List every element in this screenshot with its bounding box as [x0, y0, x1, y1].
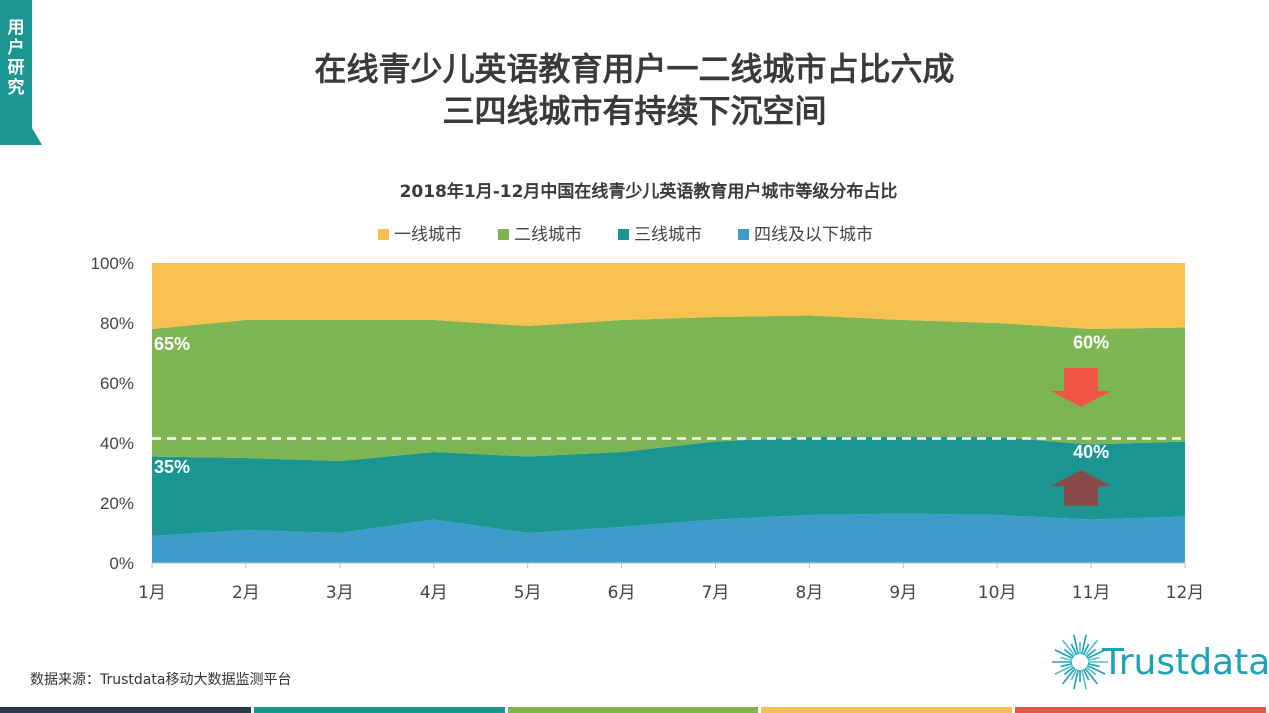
- sunburst-ray: [1082, 643, 1090, 656]
- sunburst-ray: [1072, 634, 1079, 655]
- x-tick-label: 9月: [889, 583, 917, 603]
- bottom-color-bar: [0, 707, 1269, 713]
- legend-swatch: [738, 229, 749, 240]
- bottom-bar-segment: [1015, 707, 1266, 713]
- sunburst-ray: [1085, 648, 1097, 658]
- arrow-down-icon: [1051, 368, 1112, 407]
- sunburst-ray: [1063, 666, 1075, 676]
- bottom-bar-segment: [0, 707, 251, 713]
- sunburst-ray: [1085, 666, 1097, 676]
- legend-label: 四线及以下城市: [754, 225, 873, 245]
- side-tab-label: 用户研究: [7, 18, 25, 98]
- source-note: 数据来源：Trustdata移动大数据监测平台: [30, 672, 292, 688]
- x-tick-label: 3月: [326, 583, 354, 603]
- y-tick-label: 60%: [100, 374, 134, 393]
- page-title-line-1: 在线青少儿英语教育用户一二线城市占比六成: [314, 50, 955, 88]
- x-tick-label: 8月: [795, 583, 823, 603]
- y-tick-label: 0%: [109, 554, 134, 573]
- trustdata-logo: Trustdata: [1050, 628, 1269, 698]
- sunburst-ray: [1070, 668, 1078, 681]
- x-tick-label: 2月: [232, 583, 260, 603]
- sunburst-ray: [1060, 656, 1073, 661]
- bottom-bar-segment: [761, 707, 1013, 713]
- legend-label: 三线城市: [634, 225, 702, 245]
- annotation-label: 35%: [154, 457, 190, 477]
- sunburst-ray: [1072, 669, 1079, 690]
- sunburst-ray: [1086, 664, 1106, 675]
- sunburst-ray: [1063, 648, 1075, 658]
- page-title-line-2: 三四线城市有持续下沉空间: [442, 92, 827, 130]
- x-tick-label: 7月: [702, 583, 730, 603]
- area-series: [152, 513, 1185, 563]
- y-tick-label: 40%: [100, 434, 134, 453]
- annotation-label: 40%: [1073, 442, 1109, 462]
- legend-swatch: [618, 229, 629, 240]
- y-tick-label: 80%: [100, 314, 134, 333]
- page-title: 在线青少儿英语教育用户一二线城市占比六成 三四线城市有持续下沉空间: [0, 48, 1269, 132]
- sunburst-ray: [1061, 667, 1076, 685]
- y-tick-label: 100%: [91, 254, 134, 273]
- x-tick-label: 10月: [978, 583, 1017, 603]
- x-tick-label: 5月: [514, 583, 542, 603]
- y-tick-label: 20%: [100, 494, 134, 513]
- chart-title: 2018年1月-12月中国在线青少儿英语教育用户城市等级分布占比: [400, 181, 898, 202]
- sunburst-ray: [1054, 664, 1074, 675]
- sunburst-ray: [1087, 663, 1100, 668]
- annotation-label: 60%: [1073, 333, 1109, 353]
- legend-swatch: [378, 229, 389, 240]
- sunburst-ray: [1070, 643, 1078, 656]
- x-tick-label: 1月: [138, 583, 166, 603]
- x-tick-label: 11月: [1072, 583, 1111, 603]
- sunburst-ray: [1081, 669, 1088, 690]
- arrow-up-icon: [1051, 470, 1112, 506]
- x-tick-label: 12月: [1166, 583, 1205, 603]
- side-tab: 用户研究: [0, 0, 42, 145]
- x-tick-label: 4月: [420, 583, 448, 603]
- legend-label: 一线城市: [394, 225, 462, 245]
- sunburst-ray: [1081, 634, 1088, 655]
- logo-text: Trustdata: [1102, 642, 1269, 683]
- sunburst-ray: [1054, 649, 1074, 660]
- bottom-bar-segment: [253, 707, 505, 713]
- area-series: [152, 315, 1185, 461]
- sunburst-ray: [1082, 668, 1090, 681]
- sunburst-ray: [1061, 639, 1076, 657]
- legend-swatch: [498, 229, 509, 240]
- sunburst-ray: [1084, 639, 1099, 657]
- sunburst-ray: [1087, 656, 1100, 661]
- area-series: [152, 437, 1185, 536]
- sunburst-ray: [1084, 667, 1099, 685]
- bottom-bar-segment: [507, 707, 759, 713]
- sunburst-ray: [1086, 649, 1106, 660]
- sunburst-icon: [1052, 634, 1108, 690]
- x-tick-label: 6月: [608, 583, 636, 603]
- annotation-label: 65%: [154, 334, 190, 354]
- sunburst-ray: [1060, 663, 1073, 668]
- area-series: [152, 263, 1185, 329]
- legend-label: 二线城市: [514, 225, 582, 245]
- side-tab-shape: [0, 0, 42, 145]
